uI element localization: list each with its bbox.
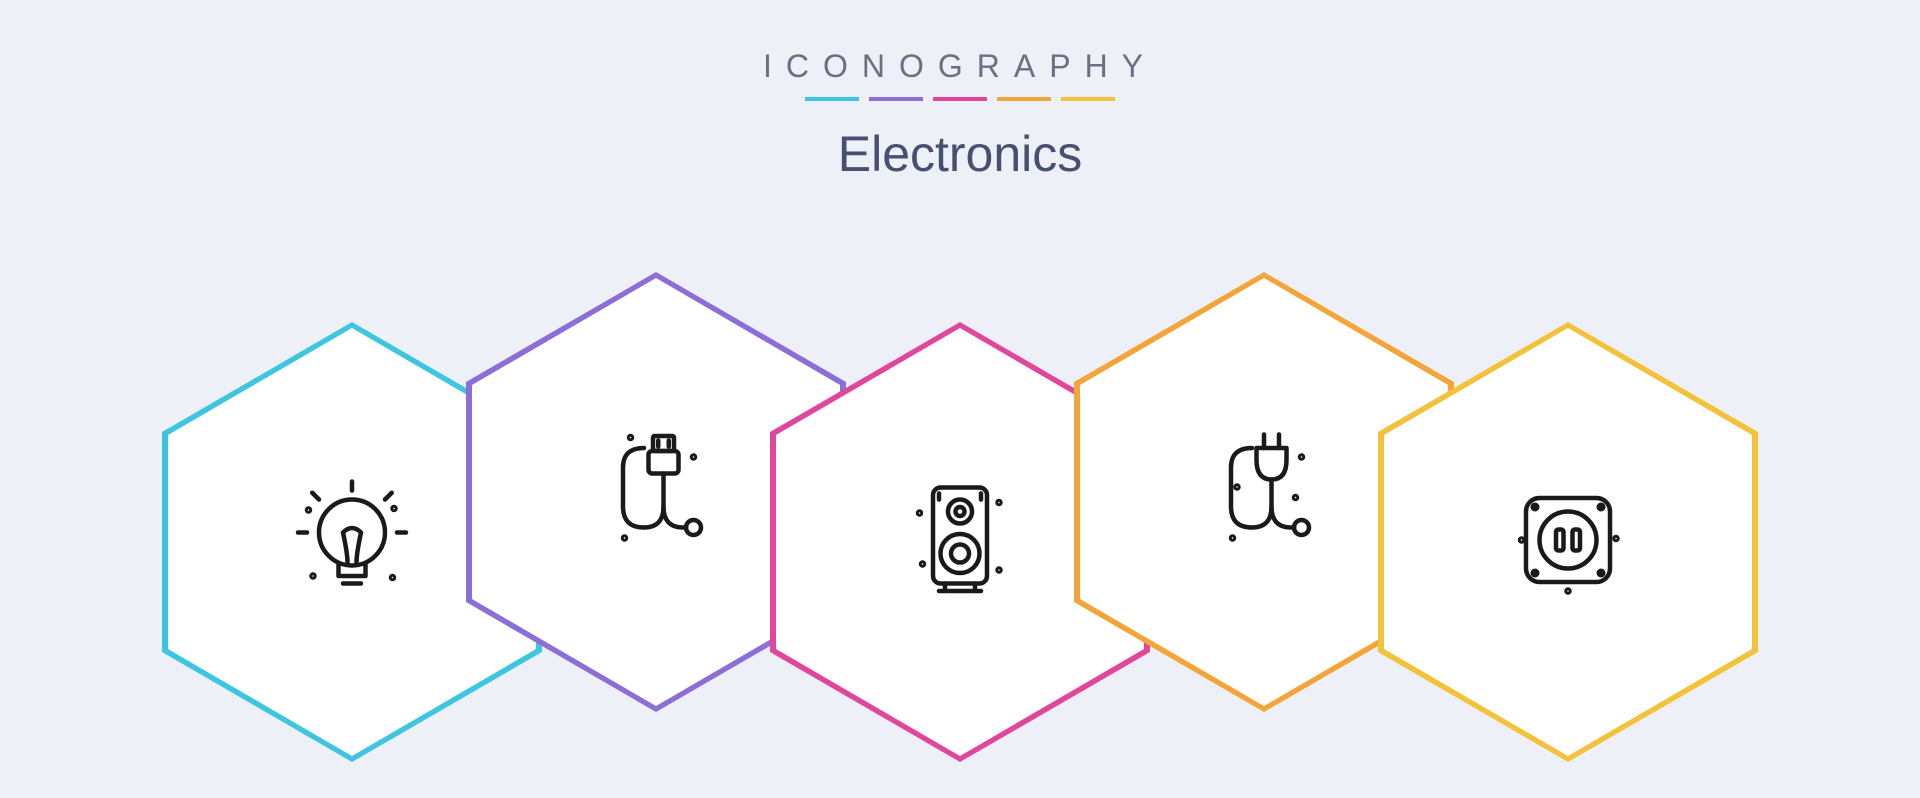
hex-face xyxy=(1384,328,1752,756)
accent-bar xyxy=(869,97,923,101)
accent-bar xyxy=(997,97,1051,101)
speaker-icon xyxy=(885,465,1035,620)
brand-title: ICONOGRAPHY xyxy=(0,48,1920,85)
socket-icon xyxy=(1493,465,1643,620)
lightbulb-icon xyxy=(277,465,427,620)
hexagon-row xyxy=(0,272,1920,712)
header: ICONOGRAPHY Electronics xyxy=(0,0,1920,183)
accent-bar xyxy=(933,97,987,101)
accent-underline xyxy=(0,97,1920,101)
power-plug-icon xyxy=(1189,415,1339,570)
accent-bar xyxy=(1061,97,1115,101)
hex-card xyxy=(1378,322,1758,762)
accent-bar xyxy=(805,97,859,101)
usb-cable-icon xyxy=(581,415,731,570)
category-title: Electronics xyxy=(0,125,1920,183)
